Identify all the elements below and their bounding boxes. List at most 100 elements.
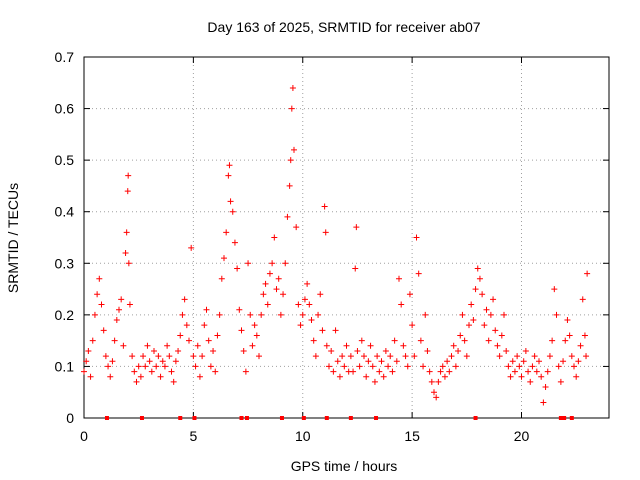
- data-point: [411, 353, 418, 360]
- data-point: [448, 353, 455, 360]
- data-point: [264, 301, 271, 308]
- data-point: [297, 322, 304, 329]
- data-point: [109, 358, 116, 365]
- data-point: [100, 327, 107, 334]
- data-point: [538, 373, 545, 380]
- data-point: [332, 327, 339, 334]
- data-point: [323, 342, 330, 349]
- data-point: [374, 353, 381, 360]
- data-point: [439, 363, 446, 370]
- data-point: [557, 378, 564, 385]
- data-points: [81, 84, 591, 406]
- data-point: [288, 105, 295, 112]
- data-point: [151, 347, 157, 354]
- data-point: [365, 358, 372, 365]
- data-point: [455, 347, 462, 354]
- data-point: [131, 368, 138, 375]
- baseline-marker: [139, 416, 144, 420]
- data-point: [166, 353, 173, 360]
- data-point: [253, 332, 260, 339]
- data-point: [251, 322, 258, 329]
- data-point: [221, 255, 227, 262]
- data-point: [378, 358, 385, 365]
- baseline-marker: [239, 416, 244, 420]
- baseline-marker: [244, 416, 249, 420]
- data-point: [269, 260, 276, 267]
- data-point: [181, 296, 188, 303]
- data-point: [564, 317, 571, 324]
- data-point: [505, 363, 512, 370]
- data-point: [125, 172, 132, 179]
- y-tick-label: 0.2: [55, 307, 75, 323]
- data-point: [123, 229, 130, 236]
- data-point: [111, 337, 118, 344]
- data-point: [507, 373, 514, 380]
- data-point: [153, 363, 160, 370]
- data-point: [284, 213, 291, 220]
- data-point: [124, 188, 131, 195]
- x-tick-label: 10: [295, 428, 311, 444]
- data-point: [177, 332, 184, 339]
- data-point: [463, 353, 470, 360]
- y-tick-label: 0.1: [55, 358, 75, 374]
- data-point: [334, 358, 341, 365]
- data-point: [126, 301, 133, 308]
- data-point: [571, 363, 577, 370]
- data-point: [352, 265, 359, 272]
- chart-title: Day 163 of 2025, SRMTID for receiver ab0…: [207, 19, 480, 35]
- data-point: [568, 353, 575, 360]
- data-point: [516, 363, 523, 370]
- data-point: [291, 146, 297, 153]
- data-point: [353, 224, 360, 231]
- data-point: [496, 353, 503, 360]
- data-point: [358, 337, 365, 344]
- data-point: [361, 353, 367, 360]
- data-point: [579, 296, 586, 303]
- data-point: [472, 286, 479, 293]
- data-point: [428, 378, 435, 385]
- data-point: [210, 347, 217, 354]
- data-point: [247, 311, 254, 318]
- data-point: [577, 342, 584, 349]
- data-point: [168, 368, 175, 375]
- data-point: [277, 311, 284, 318]
- data-point: [461, 337, 468, 344]
- data-point: [490, 296, 497, 303]
- data-point: [306, 301, 313, 308]
- data-point: [520, 358, 527, 365]
- baseline-marker: [301, 416, 306, 420]
- data-point: [479, 291, 486, 298]
- x-tick-label: 15: [404, 428, 420, 444]
- data-point: [533, 368, 540, 375]
- data-point: [404, 363, 411, 370]
- data-point: [457, 332, 464, 339]
- data-point: [258, 311, 265, 318]
- data-point: [91, 311, 98, 318]
- data-point: [225, 172, 232, 179]
- data-point: [129, 353, 136, 360]
- data-point: [369, 363, 376, 370]
- data-point: [546, 353, 553, 360]
- data-point: [312, 353, 319, 360]
- data-point: [336, 373, 343, 380]
- data-point: [116, 306, 122, 313]
- data-point: [280, 291, 287, 298]
- baseline-marker: [192, 416, 197, 420]
- data-point: [417, 337, 424, 344]
- data-point: [531, 353, 538, 360]
- data-point: [431, 389, 437, 396]
- data-point: [376, 368, 383, 375]
- data-point: [299, 311, 306, 318]
- data-point: [161, 363, 168, 370]
- baseline-marker: [374, 416, 379, 420]
- data-point: [536, 358, 542, 365]
- data-point: [356, 363, 363, 370]
- data-point: [354, 347, 361, 354]
- data-point: [256, 353, 262, 360]
- data-point: [385, 363, 392, 370]
- data-point: [389, 368, 396, 375]
- data-point: [555, 363, 562, 370]
- data-point: [583, 353, 590, 360]
- data-point: [466, 322, 472, 329]
